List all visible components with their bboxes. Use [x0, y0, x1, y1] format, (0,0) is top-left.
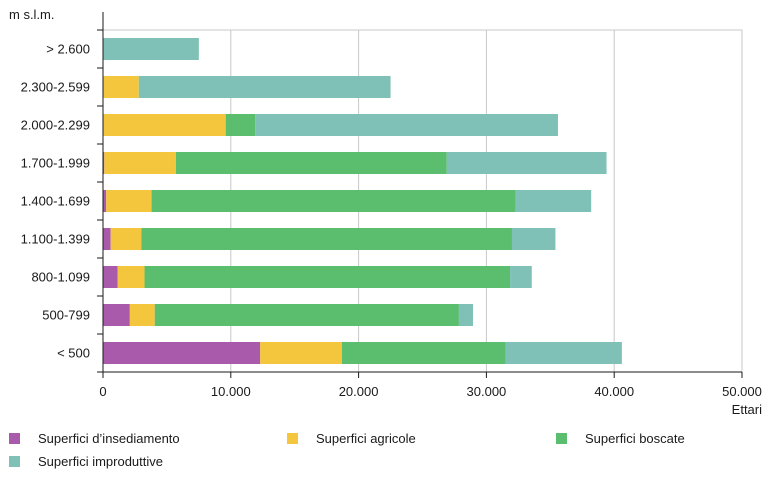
bar-segment-superfici-improduttive: [515, 190, 592, 212]
axis-labels: > 2.600 2.300-2.599 2.000-2.299 1.700-1.999…: [9, 7, 762, 417]
bar-segment-superfici-boscate: [175, 152, 447, 174]
bar-segment-superfici-d-insediamento: [103, 228, 111, 250]
y-tick-label: < 500: [57, 346, 90, 361]
bar-segment-superfici-improduttive: [255, 114, 558, 136]
x-tick-label: 20.000: [339, 384, 379, 399]
bar-segment-superfici-improduttive: [446, 152, 607, 174]
bar-segment-superfici-boscate: [141, 228, 512, 250]
bar-segment-superfici-improduttive: [511, 228, 556, 250]
y-tick-label: 500-799: [42, 308, 90, 323]
y-axis-title: m s.l.m.: [9, 7, 55, 22]
bar-segment-superfici-agricole: [117, 266, 145, 288]
bar-segment-superfici-agricole: [103, 114, 226, 136]
bar-segment-superfici-boscate: [341, 342, 506, 364]
y-tick-label: 1.100-1.399: [21, 232, 90, 247]
bar-segment-superfici-agricole: [260, 342, 342, 364]
bar-segment-superfici-d-insediamento: [103, 342, 261, 364]
bar-segment-superfici-d-insediamento: [103, 304, 130, 326]
bar-segment-superfici-improduttive: [138, 76, 391, 98]
y-tick-label: 1.700-1.999: [21, 156, 90, 171]
bar-segment-superfici-agricole: [110, 228, 142, 250]
x-tick-label: 50.000: [722, 384, 762, 399]
x-tick-label: 30.000: [467, 384, 507, 399]
x-tick-label: 0: [99, 384, 106, 399]
axes: [97, 12, 743, 378]
bar-segment-superfici-d-insediamento: [103, 190, 107, 212]
x-axis-title: Ettari: [732, 402, 762, 417]
bar-segment-superfici-agricole: [106, 190, 152, 212]
bar-segment-superfici-d-insediamento: [103, 266, 118, 288]
bars: [103, 38, 622, 364]
bar-segment-superfici-improduttive: [103, 38, 199, 60]
y-tick-label: 800-1.099: [31, 270, 90, 285]
y-tick-label: > 2.600: [46, 42, 90, 57]
bar-segment-superfici-d-insediamento: [103, 152, 105, 174]
x-tick-label: 10.000: [211, 384, 251, 399]
x-tick-label: 40.000: [594, 384, 634, 399]
bar-segment-superfici-agricole: [104, 152, 176, 174]
bar-segment-superfici-improduttive: [505, 342, 622, 364]
bar-segment-superfici-boscate: [144, 266, 511, 288]
bar-segment-superfici-improduttive: [510, 266, 532, 288]
bar-segment-superfici-agricole: [103, 76, 139, 98]
bar-segment-superfici-improduttive: [458, 304, 473, 326]
y-tick-label: 1.400-1.699: [21, 194, 90, 209]
bar-segment-superfici-boscate: [151, 190, 516, 212]
bar-segment-superfici-boscate: [225, 114, 256, 136]
bar-segment-superfici-boscate: [154, 304, 459, 326]
y-tick-label: 2.000-2.299: [21, 118, 90, 133]
bar-segment-superfici-agricole: [129, 304, 155, 326]
y-tick-label: 2.300-2.599: [21, 80, 90, 95]
